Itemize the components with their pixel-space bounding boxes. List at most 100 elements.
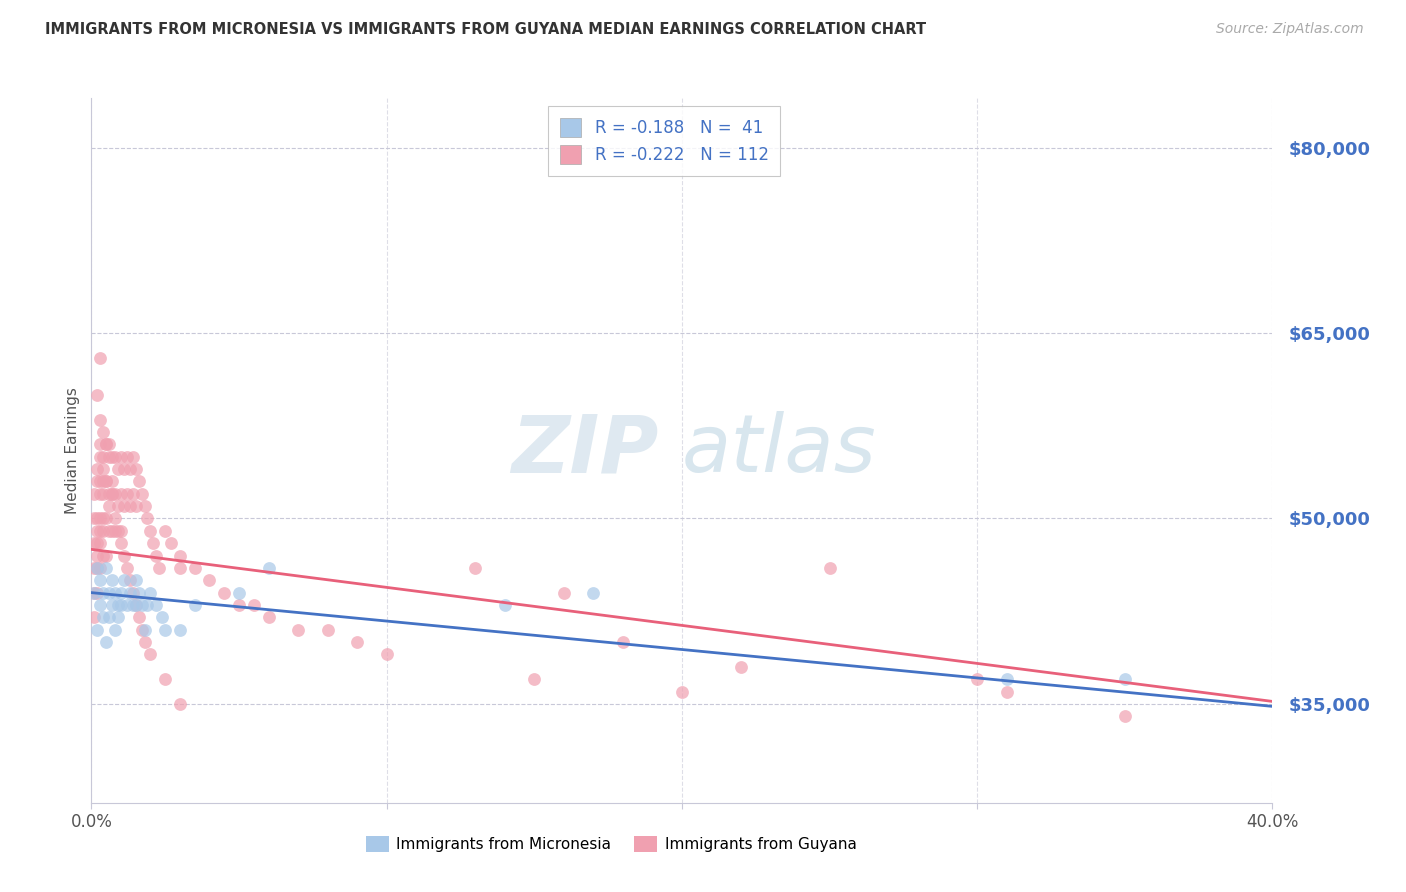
Point [86, 623, 108, 637]
Point [110, 585, 132, 599]
Point [83, 610, 105, 624]
Point [169, 561, 191, 575]
Text: ZIP: ZIP [510, 411, 658, 490]
Point [139, 524, 162, 538]
Point [83, 487, 105, 501]
Point [89, 536, 111, 550]
Point [169, 549, 191, 563]
Point [375, 648, 398, 662]
Point [98, 585, 121, 599]
Point [91, 524, 114, 538]
Point [153, 623, 177, 637]
Point [96, 475, 118, 489]
Point [995, 684, 1018, 698]
Point [112, 499, 135, 513]
Point [228, 598, 250, 612]
Point [183, 598, 207, 612]
Point [86, 561, 108, 575]
Point [966, 672, 988, 686]
Point [89, 450, 111, 464]
Point [89, 574, 111, 588]
Point [134, 499, 156, 513]
Point [98, 499, 121, 513]
Point [110, 450, 132, 464]
Point [96, 635, 118, 649]
Point [101, 475, 124, 489]
Point [124, 598, 148, 612]
Point [287, 623, 309, 637]
Point [91, 462, 114, 476]
Point [101, 450, 124, 464]
Point [101, 487, 124, 501]
Point [110, 598, 132, 612]
Point [148, 561, 170, 575]
Point [86, 475, 108, 489]
Point [136, 511, 159, 525]
Text: Source: ZipAtlas.com: Source: ZipAtlas.com [1216, 22, 1364, 37]
Point [136, 598, 159, 612]
Point [89, 524, 111, 538]
Point [160, 536, 183, 550]
Point [131, 623, 153, 637]
Point [110, 536, 132, 550]
Point [98, 610, 121, 624]
Point [83, 561, 105, 575]
Point [101, 524, 124, 538]
Point [107, 499, 129, 513]
Point [118, 462, 141, 476]
Point [91, 585, 114, 599]
Point [228, 585, 250, 599]
Y-axis label: Median Earnings: Median Earnings [65, 387, 80, 514]
Point [169, 697, 191, 711]
Point [671, 684, 693, 698]
Point [83, 585, 105, 599]
Point [86, 462, 108, 476]
Point [112, 574, 135, 588]
Point [89, 475, 111, 489]
Point [121, 598, 143, 612]
Point [86, 524, 108, 538]
Point [104, 487, 127, 501]
Point [107, 610, 129, 624]
Point [995, 672, 1018, 686]
Point [1114, 672, 1136, 686]
Text: IMMIGRANTS FROM MICRONESIA VS IMMIGRANTS FROM GUYANA MEDIAN EARNINGS CORRELATION: IMMIGRANTS FROM MICRONESIA VS IMMIGRANTS… [45, 22, 927, 37]
Point [86, 388, 108, 402]
Point [183, 561, 207, 575]
Point [112, 549, 135, 563]
Point [124, 462, 148, 476]
Point [153, 524, 177, 538]
Point [86, 511, 108, 525]
Point [89, 351, 111, 365]
Point [153, 672, 177, 686]
Point [118, 574, 141, 588]
Point [101, 598, 124, 612]
Point [145, 598, 167, 612]
Point [124, 574, 148, 588]
Point [121, 487, 143, 501]
Point [83, 585, 105, 599]
Point [169, 623, 191, 637]
Point [257, 610, 280, 624]
Point [523, 672, 546, 686]
Text: atlas: atlas [682, 411, 877, 490]
Point [582, 585, 605, 599]
Point [142, 536, 165, 550]
Point [86, 549, 108, 563]
Point [124, 598, 148, 612]
Point [86, 536, 108, 550]
Point [101, 487, 124, 501]
Point [131, 598, 153, 612]
Point [104, 585, 127, 599]
Point [118, 585, 141, 599]
Point [96, 437, 118, 451]
Point [346, 635, 368, 649]
Point [139, 648, 162, 662]
Point [104, 623, 127, 637]
Point [98, 450, 121, 464]
Point [112, 462, 135, 476]
Point [91, 475, 114, 489]
Legend: Immigrants from Micronesia, Immigrants from Guyana: Immigrants from Micronesia, Immigrants f… [360, 830, 863, 859]
Point [110, 524, 132, 538]
Point [243, 598, 266, 612]
